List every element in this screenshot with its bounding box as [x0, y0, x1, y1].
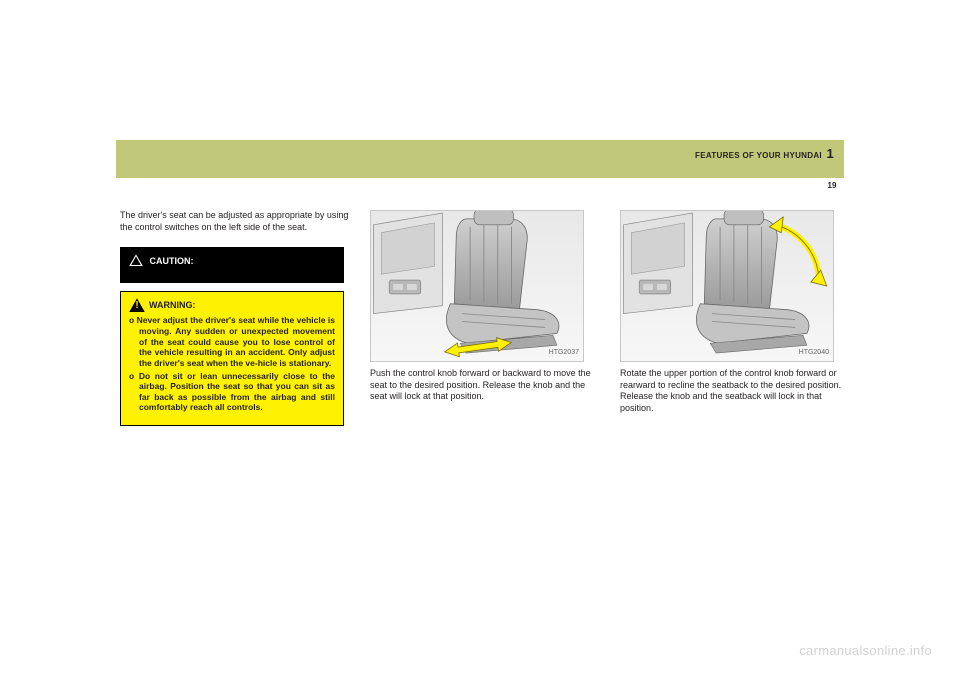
caution-box: CAUTION: [120, 247, 344, 283]
warning-list: o Never adjust the driver's seat while t… [129, 315, 335, 413]
illustration-code: HTG2040 [799, 349, 829, 358]
manual-page: FEATURES OF YOUR HYUNDAI 1 19 The driver… [0, 0, 960, 678]
illustration-code: HTG2037 [549, 349, 579, 358]
seat-illustration-svg [371, 211, 583, 361]
header-section-text: FEATURES OF YOUR HYUNDAI [695, 151, 822, 160]
column-left: The driver's seat can be adjusted as app… [120, 210, 350, 426]
column-right: HTG2040 Rotate the upper portion of the … [620, 210, 850, 415]
warning-triangle-icon [129, 254, 143, 266]
header-section-title: FEATURES OF YOUR HYUNDAI 1 [695, 146, 834, 161]
header-chapter-number: 1 [826, 146, 834, 161]
column-middle: HTG2037 Push the control knob forward or… [370, 210, 600, 403]
page-number-tab: 19 [820, 178, 844, 194]
warning-title: WARNING: [149, 300, 196, 311]
intro-paragraph: The driver's seat can be adjusted as app… [120, 210, 350, 233]
illus1-caption: Push the control knob forward or backwar… [370, 368, 600, 403]
caution-title: CAUTION: [150, 256, 194, 266]
illus2-caption: Rotate the upper portion of the control … [620, 368, 850, 415]
seat-recline-illustration: HTG2040 [620, 210, 834, 362]
warning-item: o Never adjust the driver's seat while t… [139, 315, 335, 368]
seat-illustration-svg [621, 211, 833, 361]
warning-item: o Do not sit or lean unnecessarily close… [139, 371, 335, 414]
watermark-text: carmanualsonline.info [799, 643, 932, 658]
seat-forward-back-illustration: HTG2037 [370, 210, 584, 362]
warning-heading: WARNING: [129, 298, 335, 312]
warning-triangle-icon [129, 298, 145, 312]
header-band: FEATURES OF YOUR HYUNDAI 1 [116, 140, 844, 178]
warning-box: WARNING: o Never adjust the driver's sea… [120, 291, 344, 426]
